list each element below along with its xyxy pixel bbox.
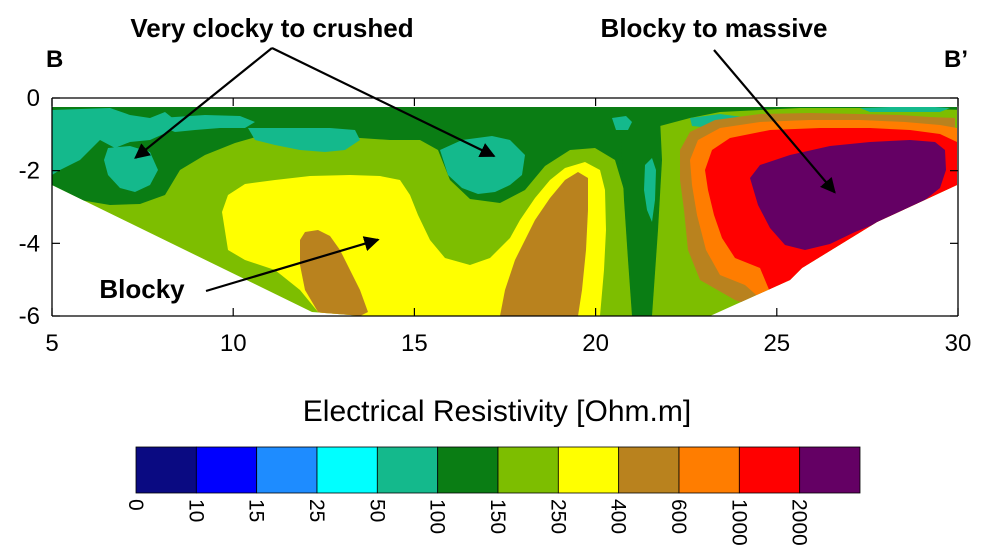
colorbar-swatch-4	[376, 446, 439, 494]
x-tick-label: 15	[401, 330, 428, 357]
x-tick-label: 30	[945, 330, 972, 357]
colorbar-label: 10	[184, 499, 207, 522]
colorbar-swatch-10	[738, 446, 801, 494]
colorbar-swatch-3	[316, 446, 378, 494]
y-tick-label: -6	[19, 303, 40, 330]
annotation-very-clocky: Very clocky to crushed	[130, 13, 413, 43]
colorbar-label: 600	[667, 499, 690, 534]
colorbar-label: 50	[365, 499, 388, 522]
colorbar-swatch-0	[135, 446, 197, 494]
colorbar-label: 100	[426, 499, 449, 534]
arrow-very-clocky-1	[271, 47, 496, 158]
x-tick-label: 5	[45, 330, 58, 357]
colorbar-label: 15	[245, 499, 268, 522]
colorbar-swatch-8	[618, 446, 680, 494]
colorbar-title: Electrical Resistivity [Ohm.m]	[303, 395, 691, 428]
colorbar-label: 0	[124, 499, 147, 511]
colorbar-swatch-2	[256, 446, 318, 494]
arrow-very-clocky-0	[134, 47, 273, 159]
section-start-label: B	[46, 46, 63, 73]
arrow-blocky-massive-0	[713, 49, 836, 194]
x-tick-label: 25	[763, 330, 790, 357]
colorbar-label: 250	[546, 499, 569, 534]
colorbar-swatch-11	[799, 446, 861, 494]
annotation-blocky-massive: Blocky to massive	[601, 13, 828, 43]
colorbar-swatch-6	[497, 446, 559, 494]
contour-fill	[52, 107, 957, 316]
colorbar-swatch-1	[195, 446, 258, 494]
colorbar	[135, 446, 861, 494]
annotation-arrows	[134, 47, 836, 293]
tick-labels: 5 10 15 20 25 30 0 -2 -4 -6	[19, 85, 972, 357]
x-tick-label: 10	[220, 330, 247, 357]
tick-marks	[51, 97, 959, 317]
colorbar-label: 2000	[788, 499, 811, 546]
colorbar-label: 150	[486, 499, 509, 534]
y-tick-label: 0	[27, 85, 40, 112]
colorbar-label: 400	[607, 499, 630, 534]
colorbar-swatch-9	[678, 446, 740, 494]
x-tick-label: 20	[582, 330, 609, 357]
colorbar-label: 25	[305, 499, 328, 522]
arrow-blocky-0	[205, 236, 380, 293]
colorbar-swatch-7	[557, 446, 620, 494]
colorbar-label: 1000	[727, 499, 750, 546]
colorbar-swatch-5	[437, 446, 499, 494]
y-tick-label: -2	[19, 158, 40, 185]
annotation-blocky: Blocky	[99, 274, 185, 304]
colorbar-labels: 0 10 15 25 50 100 150 250 400 600 1000 2000	[124, 499, 811, 546]
y-tick-label: -4	[19, 230, 40, 257]
axes: 5 10 15 20 25 30 0 -2 -4 -6	[19, 85, 972, 357]
section-end-label: B’	[944, 46, 968, 73]
